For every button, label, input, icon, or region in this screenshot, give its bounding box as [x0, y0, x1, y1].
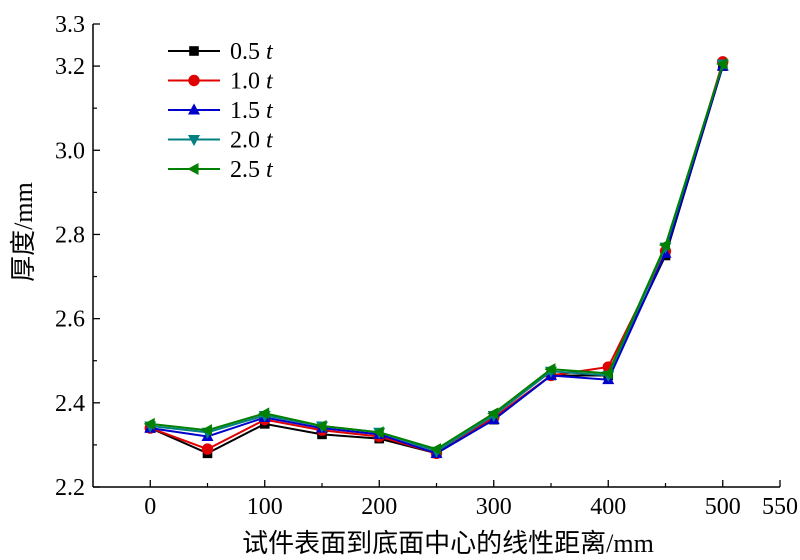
y-tick-label: 2.4	[55, 391, 85, 417]
data-point	[601, 367, 613, 380]
legend-label: 1.5 t	[230, 98, 274, 124]
series-5	[143, 57, 728, 456]
legend-marker	[188, 135, 200, 147]
legend-label: 1.0 t	[230, 69, 274, 95]
x-tick-label: 100	[247, 494, 283, 520]
data-point	[200, 424, 212, 437]
data-point	[544, 363, 556, 376]
y-tick-label: 2.2	[55, 475, 85, 501]
data-point	[315, 419, 327, 432]
data-point	[372, 426, 384, 439]
legend-item: 1.5 t	[168, 98, 274, 124]
series-layer	[143, 56, 729, 460]
y-axis-title: 厚度/mm	[9, 182, 38, 282]
data-point	[658, 238, 670, 251]
x-tick-label: 550	[762, 494, 798, 520]
data-point	[201, 443, 214, 455]
data-point	[716, 57, 728, 70]
series-line	[149, 65, 724, 455]
legend-marker	[188, 74, 200, 87]
x-tick-label: 500	[705, 494, 741, 520]
legend-item: 2.5 t	[168, 157, 274, 183]
x-axis-title: 试件表面到底面中心的线性距离/mm	[242, 529, 654, 558]
y-tick-label: 2.6	[55, 307, 85, 333]
data-point	[143, 417, 155, 430]
legend-label: 0.5 t	[230, 39, 274, 65]
y-tick-label: 2.8	[55, 222, 85, 248]
series-line	[150, 65, 724, 455]
axes: 0 100 200 300 400 500 550 2.2 2.4 2.6 2.8 3.0 3.2 3.3	[55, 12, 798, 520]
legend-item: 2.0 t	[168, 128, 274, 154]
legend-marker	[187, 163, 199, 175]
x-tick-label: 0	[144, 494, 156, 520]
x-tick-label: 200	[361, 494, 397, 520]
x-tick-label: 400	[590, 494, 626, 520]
legend-item: 0.5 t	[168, 39, 274, 65]
y-tick-label: 3.0	[55, 138, 85, 164]
data-point	[258, 407, 270, 420]
legend-marker	[188, 103, 200, 115]
legend-marker	[189, 46, 199, 56]
data-point	[429, 443, 441, 456]
x-tick-label: 300	[476, 494, 512, 520]
y-tick-label: 3.3	[55, 12, 85, 38]
y-tick-label: 3.2	[55, 54, 85, 80]
data-point	[487, 407, 499, 420]
legend-label: 2.5 t	[230, 157, 274, 183]
legend-label: 2.0 t	[230, 128, 274, 154]
legend: 0.5 t 1.0 t 1.5 t 2.0 t 2.5 t	[168, 39, 274, 183]
legend-item: 1.0 t	[168, 69, 274, 95]
